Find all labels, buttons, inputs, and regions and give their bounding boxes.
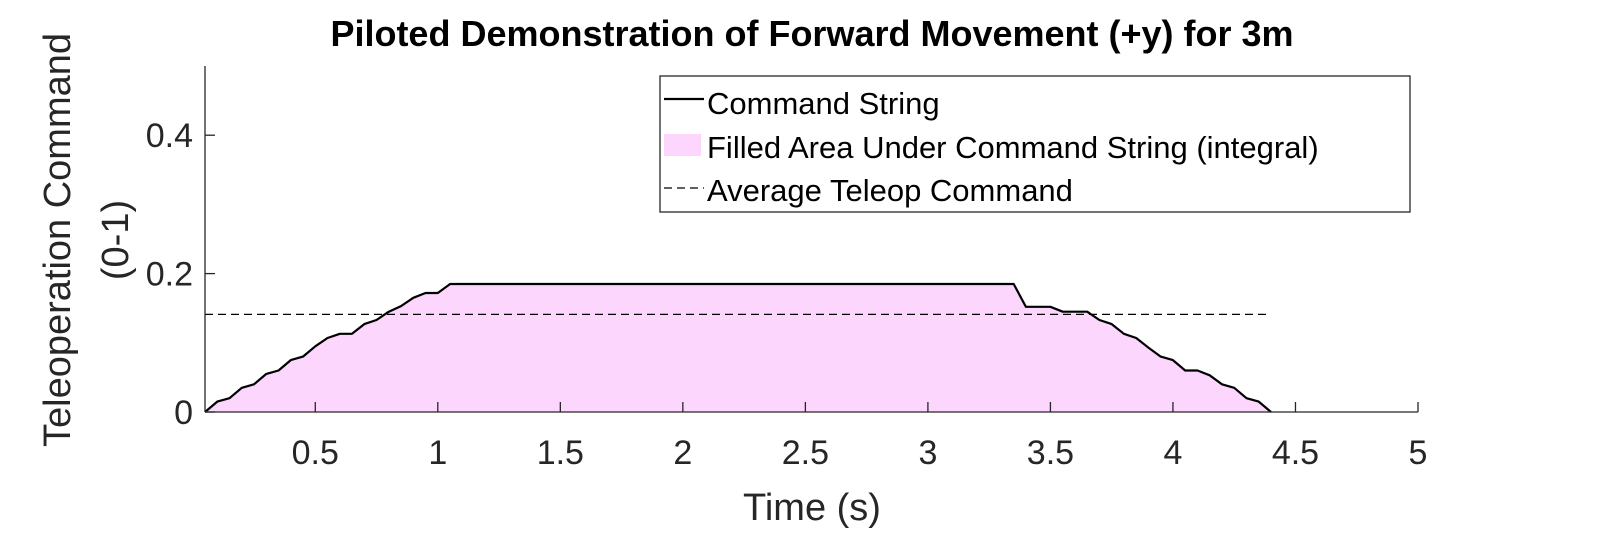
axes: 0.5 1 1.5 2 2.5 3 3.5 4 4.5 5 0 0.2 0.4 <box>146 66 1428 472</box>
x-tick-label: 4.5 <box>1272 434 1319 472</box>
x-ticks: 0.5 1 1.5 2 2.5 3 3.5 4 4.5 5 <box>292 402 1428 472</box>
x-tick-label: 1 <box>428 434 447 472</box>
legend-command-string-label: Command String <box>707 86 940 121</box>
legend-filled-area-swatch <box>664 134 701 156</box>
command-string-line <box>204 282 1272 413</box>
y-axis-label-line1: Teleoperation Command <box>37 33 79 447</box>
x-tick-label: 3 <box>918 434 937 472</box>
area-fill <box>205 284 1271 412</box>
x-axis-label: Time (s) <box>743 487 881 529</box>
x-tick-label: 2.5 <box>782 434 829 472</box>
x-tick-label: 2 <box>673 434 692 472</box>
x-tick-label: 4 <box>1163 434 1182 472</box>
x-tick-label: 0.5 <box>292 434 339 472</box>
legend: Command String Filled Area Under Command… <box>659 75 1411 213</box>
x-tick-label: 1.5 <box>537 434 584 472</box>
x-tick-label: 3.5 <box>1027 434 1074 472</box>
y-tick-label: 0 <box>174 394 193 432</box>
y-ticks: 0 0.2 0.4 <box>146 117 215 432</box>
legend-box <box>659 75 1411 213</box>
chart-title: Piloted Demonstration of Forward Movemen… <box>330 13 1293 54</box>
y-axis-label-line2: (0-1) <box>95 200 137 280</box>
y-tick-label: 0.4 <box>146 117 193 155</box>
y-tick-label: 0.2 <box>146 256 193 294</box>
plot-area <box>204 282 1272 413</box>
x-tick-label: 5 <box>1409 434 1428 472</box>
legend-filled-area-label: Filled Area Under Command String (integr… <box>707 130 1319 165</box>
legend-average-label: Average Teleop Command <box>707 173 1073 208</box>
